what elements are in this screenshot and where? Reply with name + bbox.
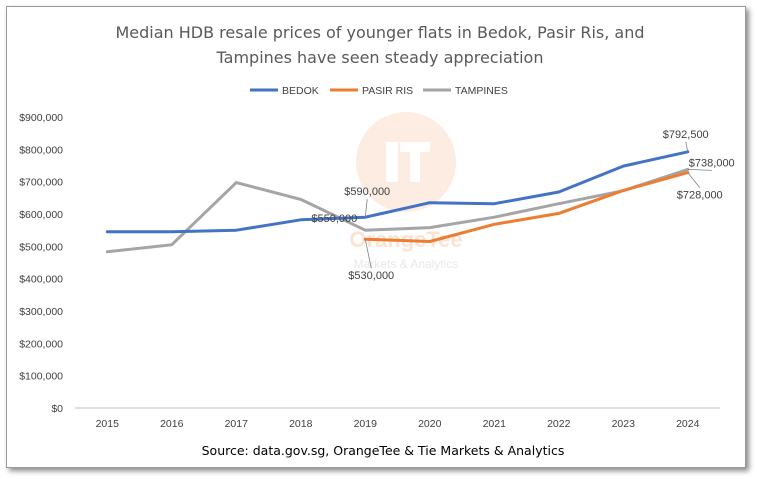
annotation-layer: $590,000 $550,000 $530,000 $792,500 $738,000… (311, 129, 734, 282)
watermark-logo: OrangeTee Markets & Analytics (349, 112, 463, 271)
legend-label-tampines: TAMPINES (455, 85, 508, 97)
data-label: $550,000 (311, 213, 357, 225)
x-tick-label: 2020 (418, 418, 442, 430)
data-label: $728,000 (677, 190, 723, 202)
x-tick-label: 2022 (547, 418, 571, 430)
data-label: $590,000 (344, 186, 390, 198)
y-tick-label: $400,000 (19, 274, 63, 286)
watermark-subtitle: Markets & Analytics (354, 257, 459, 271)
chart-frame (6, 6, 746, 468)
series-line-pasir-ris (363, 171, 690, 243)
watermark-circle (356, 112, 456, 212)
series-line-bedok (105, 150, 690, 234)
legend: BEDOK PASIR RIS TAMPINES (250, 85, 508, 97)
data-label: $530,000 (348, 270, 394, 282)
y-tick-label: $700,000 (19, 177, 63, 189)
chart-title-line-2: Tampines have seen steady appreciation (216, 48, 544, 67)
y-tick-label: $0 (51, 403, 63, 415)
annotation-leader (364, 199, 368, 218)
x-tick-label: 2019 (354, 418, 378, 430)
y-tick-label: $800,000 (19, 144, 63, 156)
y-tick-label: $300,000 (19, 306, 63, 318)
annotation-leader (687, 172, 701, 188)
y-tick-label: $500,000 (19, 241, 63, 253)
y-tick-label: $100,000 (19, 371, 63, 383)
y-tick-label: $600,000 (19, 209, 63, 221)
legend-label-pasir-ris: PASIR RIS (362, 85, 413, 97)
x-axis-ticks: 2015 2016 2017 2018 2019 2020 2021 2022 2023 2024 (96, 418, 700, 430)
watermark-mark-icon (386, 142, 430, 182)
chart-source: Source: data.gov.sg, OrangeTee & Tie Mar… (202, 443, 565, 458)
data-label: $792,500 (663, 129, 709, 141)
x-tick-label: 2018 (289, 418, 313, 430)
x-tick-label: 2021 (483, 418, 507, 430)
annotation-leader (364, 239, 372, 269)
series-line-tampines (105, 167, 690, 254)
x-tick-label: 2024 (676, 418, 700, 430)
legend-label-bedok: BEDOK (282, 85, 319, 97)
x-tick-label: 2023 (612, 418, 636, 430)
x-tick-label: 2017 (225, 418, 249, 430)
annotation-leader (685, 141, 689, 152)
series-layer (105, 150, 690, 254)
x-tick-label: 2015 (96, 418, 120, 430)
annotation-leader (687, 168, 712, 171)
chart-title-line-1: Median HDB resale prices of younger flat… (115, 23, 644, 42)
x-tick-label: 2016 (160, 418, 184, 430)
y-tick-label: $200,000 (19, 338, 63, 350)
y-tick-label: $900,000 (19, 112, 63, 124)
y-axis-ticks: $0 $100,000 $200,000 $300,000 $400,000 $500,0… (19, 112, 63, 415)
data-label: $738,000 (689, 157, 735, 169)
